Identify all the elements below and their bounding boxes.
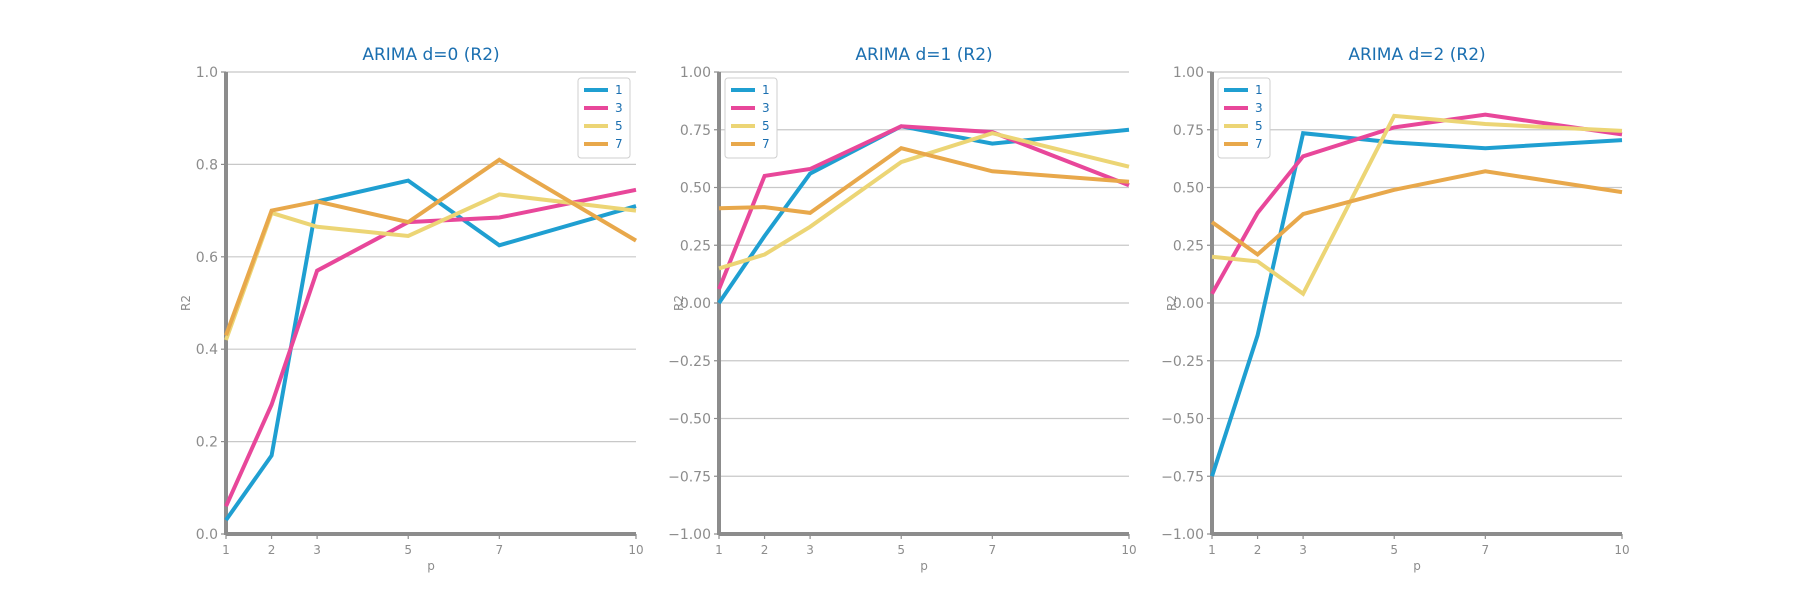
y-tick-label: −0.50 — [1161, 412, 1204, 428]
y-tick-label: −0.25 — [668, 354, 711, 370]
y-tick-label: 0.50 — [1173, 181, 1204, 197]
legend-label: 3 — [615, 101, 623, 115]
x-tick-label: 10 — [1121, 543, 1136, 557]
y-tick-label: 1.00 — [680, 65, 711, 81]
legend-label: 1 — [762, 83, 770, 97]
chart-title: ARIMA d=0 (R2) — [362, 45, 499, 65]
legend-label: 1 — [615, 83, 623, 97]
series-line-7 — [224, 157, 638, 336]
legend-label: 7 — [615, 137, 623, 151]
x-tick-label: 7 — [1482, 543, 1490, 557]
legend-label: 7 — [762, 137, 770, 151]
chart-title: ARIMA d=2 (R2) — [1348, 45, 1485, 65]
y-tick-label: 1.00 — [1173, 65, 1204, 81]
x-tick-label: 5 — [897, 543, 905, 557]
legend: 1 3 5 7 — [1217, 77, 1271, 159]
y-tick-label: 0.25 — [1173, 238, 1204, 254]
series-line-5 — [224, 192, 637, 341]
x-tick-label: 2 — [1254, 543, 1262, 557]
legend-label: 5 — [1255, 119, 1263, 133]
legend-label: 5 — [615, 119, 623, 133]
legend-label: 5 — [762, 119, 770, 133]
series-line-5 — [1211, 113, 1623, 297]
x-tick-label: 5 — [404, 543, 412, 557]
legend-label: 3 — [762, 101, 770, 115]
y-tick-label: −0.75 — [1161, 469, 1204, 485]
legend-box — [577, 77, 631, 159]
legend: 1 3 5 7 — [724, 77, 778, 159]
legend: 1 3 5 7 — [577, 77, 631, 159]
x-tick-label: 10 — [1614, 543, 1629, 557]
y-tick-label: 1.0 — [196, 65, 218, 81]
series-line-3 — [224, 187, 637, 508]
x-tick-label: 2 — [268, 543, 276, 557]
legend-box — [1217, 77, 1271, 159]
y-tick-label: 0.6 — [196, 250, 218, 266]
y-axis-label: R2 — [672, 295, 686, 311]
series-line-7 — [1210, 169, 1623, 258]
x-tick-label: 2 — [761, 543, 769, 557]
x-tick-label: 3 — [806, 543, 814, 557]
series-line-7 — [718, 146, 1130, 215]
series-line-3 — [1210, 112, 1623, 295]
legend-label: 3 — [1255, 101, 1263, 115]
y-tick-label: 0.4 — [196, 342, 218, 358]
x-tick-label: 3 — [1299, 543, 1307, 557]
y-tick-label: 0.0 — [196, 527, 218, 543]
y-tick-label: 0.00 — [680, 296, 711, 312]
y-tick-label: −0.75 — [668, 469, 711, 485]
y-axis-label: R2 — [179, 295, 193, 311]
x-tick-label: 1 — [222, 543, 230, 557]
y-tick-label: −0.25 — [1161, 354, 1204, 370]
y-tick-label: 0.25 — [680, 238, 711, 254]
x-axis-label: p — [1413, 559, 1421, 573]
series-line-5 — [718, 131, 1130, 271]
y-tick-label: 0.8 — [196, 157, 218, 173]
y-tick-label: −0.50 — [668, 412, 711, 428]
x-axis-label: p — [427, 559, 435, 573]
x-tick-label: 3 — [313, 543, 321, 557]
legend-box — [724, 77, 778, 159]
chart-panel-1: −1.00 −0.75 −0.50 −0.25 0.00 0.25 0.50 0.75 1.00… — [668, 45, 1137, 573]
x-axis-label: p — [920, 559, 928, 573]
y-axis-label: R2 — [1165, 295, 1179, 311]
y-tick-label: 0.50 — [680, 181, 711, 197]
x-tick-label: 7 — [496, 543, 504, 557]
chart-title: ARIMA d=1 (R2) — [855, 45, 992, 65]
x-tick-label: 1 — [1208, 543, 1216, 557]
legend-label: 7 — [1255, 137, 1263, 151]
series-line-1 — [1210, 131, 1623, 477]
y-tick-label: −1.00 — [1161, 527, 1204, 543]
x-tick-label: 10 — [628, 543, 643, 557]
x-tick-label: 1 — [715, 543, 723, 557]
y-tick-label: −1.00 — [668, 527, 711, 543]
y-tick-label: 0.75 — [1173, 123, 1204, 139]
x-tick-label: 7 — [989, 543, 997, 557]
chart-panel-2: −1.00 −0.75 −0.50 −0.25 0.00 0.25 0.50 0.75 1.00… — [1161, 45, 1630, 573]
legend-label: 1 — [1255, 83, 1263, 97]
y-tick-label: 0.2 — [196, 435, 218, 451]
series-line-3 — [717, 124, 1130, 290]
x-tick-label: 5 — [1390, 543, 1398, 557]
series-line-1 — [224, 178, 637, 522]
y-tick-label: 0.00 — [1173, 296, 1204, 312]
chart-panel-0: 0.0 0.2 0.4 0.6 0.8 1.0 1 2 3 5 7 10 ARIMA d=0 (R2) p… — [179, 45, 644, 573]
y-tick-label: 0.75 — [680, 123, 711, 139]
